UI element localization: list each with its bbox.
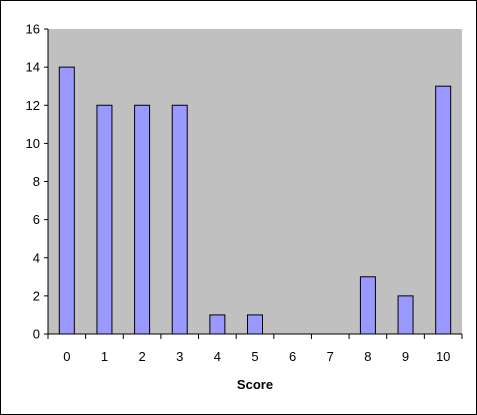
y-tick-label: 2 <box>33 288 40 303</box>
plot-area <box>48 29 462 334</box>
x-tick-label: 4 <box>214 349 221 364</box>
x-tick-label: 2 <box>138 349 145 364</box>
bar-8 <box>359 276 376 335</box>
x-tick-label: 7 <box>327 349 334 364</box>
x-ticks-group: 0 1 2 3 4 5 6 7 8 9 10 <box>47 334 463 364</box>
y-tick-label: 8 <box>33 174 40 189</box>
bar-2 <box>134 104 151 335</box>
x-tick-label: 1 <box>101 349 108 364</box>
bar-5 <box>247 314 263 335</box>
x-axis-title: Score <box>237 377 273 392</box>
bar-3 <box>171 104 188 335</box>
x-tick-label: 9 <box>402 349 409 364</box>
x-tick-label: 8 <box>364 349 371 364</box>
x-tick-label: 0 <box>63 349 70 364</box>
y-tick-label: 10 <box>26 136 40 151</box>
x-tick-label: 10 <box>436 349 450 364</box>
bar-0 <box>58 66 75 335</box>
x-tick-label: 3 <box>176 349 183 364</box>
y-tick-label: 16 <box>26 22 40 37</box>
x-tick-label: 6 <box>289 349 296 364</box>
bar-1 <box>96 104 113 335</box>
bar-10 <box>435 85 452 335</box>
y-ticks-group: 0 2 4 6 8 10 12 14 16 <box>26 22 48 342</box>
bars-group <box>58 66 452 335</box>
y-tick-label: 12 <box>26 98 40 113</box>
bar-4 <box>209 314 226 335</box>
y-tick-label: 6 <box>33 212 40 227</box>
y-tick-label: 0 <box>33 327 40 342</box>
bar-9 <box>397 295 414 335</box>
y-tick-label: 14 <box>26 60 40 75</box>
y-tick-label: 4 <box>33 250 40 265</box>
x-tick-label: 5 <box>251 349 258 364</box>
